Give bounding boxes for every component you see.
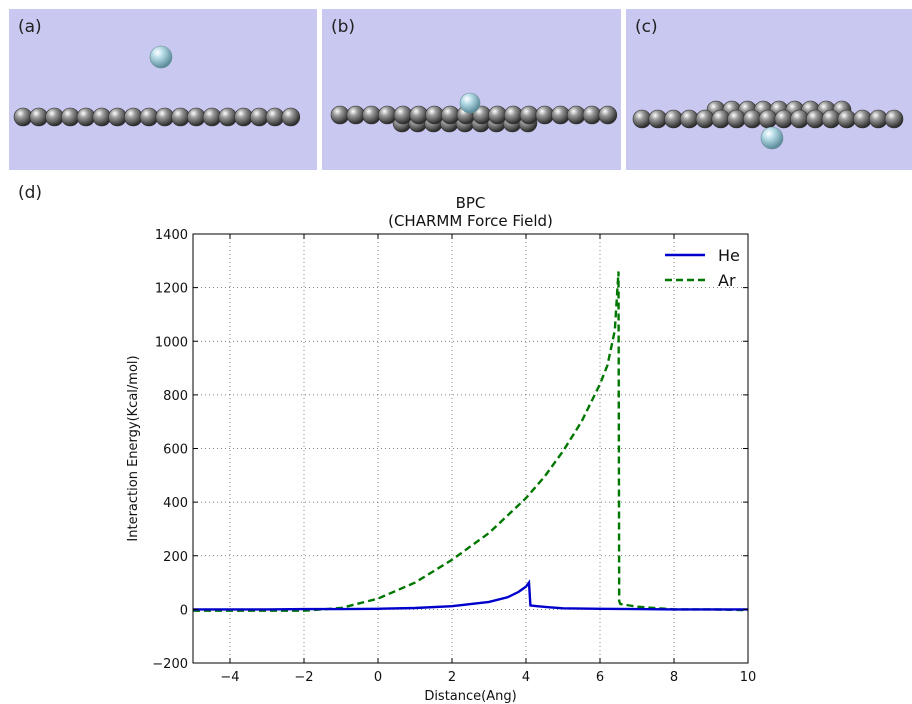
carbon-atom (362, 105, 381, 125)
carbon-atom (567, 105, 586, 125)
carbon-atom (346, 105, 366, 125)
carbon-atom (853, 109, 872, 129)
panel-a-label: (a) (18, 17, 42, 37)
x-tick-label: 8 (670, 670, 678, 685)
carbon-atom (551, 105, 570, 125)
carbon-atom (869, 109, 888, 129)
legend: He Ar (665, 246, 740, 290)
carbon-atom (124, 107, 143, 127)
carbon-atom (790, 109, 809, 129)
carbon-atom (393, 105, 413, 125)
carbon-atom (598, 105, 618, 125)
carbon-atom (648, 109, 668, 129)
carbon-atom (139, 107, 159, 127)
y-tick-label: 800 (163, 389, 188, 404)
legend-label-he: He (718, 246, 740, 265)
x-tick-label: 10 (740, 670, 757, 685)
carbon-atom (92, 107, 112, 127)
x-tick-label: 6 (596, 670, 604, 685)
y-tick-label: 200 (163, 550, 188, 565)
carbon-atom (664, 109, 683, 129)
carbon-atom (108, 107, 127, 127)
carbon-atom (155, 107, 175, 127)
carbon-atom (821, 109, 841, 129)
carbon-atom (187, 107, 206, 127)
panel-a-image: (a) (9, 9, 317, 170)
chart-title: BPC (456, 194, 486, 212)
carbon-atom (281, 107, 301, 127)
carbon-atom (582, 105, 602, 125)
series-line-ar (193, 271, 749, 612)
carbon-atom (711, 109, 731, 129)
carbon-atom (76, 107, 96, 127)
carbon-atom (695, 109, 715, 129)
carbon-atom (13, 107, 33, 127)
panel-b-molecule (330, 92, 618, 133)
y-tick-label: 600 (163, 443, 188, 458)
carbon-atom (378, 105, 397, 125)
carbon-atom (806, 109, 825, 129)
gas-atom (149, 45, 173, 69)
panel-b-image: (b) (322, 9, 621, 170)
carbon-atom (758, 109, 778, 129)
y-tick-label: −200 (152, 657, 188, 672)
ticks: −4 −2 0 2 4 6 8 10 −200 0 200 400 600 800 1000 1200 1400 (152, 228, 756, 685)
carbon-atom (60, 107, 80, 127)
interaction-energy-chart: −4 −2 0 2 4 6 8 10 −200 0 200 400 600 800 1000 1200 1400… (126, 194, 756, 704)
panel-b-label: (b) (331, 17, 356, 37)
y-tick-label: 400 (163, 496, 188, 511)
panel-c-label: (c) (635, 17, 658, 37)
carbon-atom (884, 109, 904, 129)
carbon-atom (441, 105, 460, 125)
panel-c-image: (c) (626, 9, 912, 170)
plot-frame (192, 233, 749, 664)
carbon-atom (45, 107, 64, 127)
y-tick-label: 1000 (155, 335, 188, 350)
carbon-atom (218, 107, 238, 127)
carbon-atom (425, 105, 444, 125)
series-layer (193, 271, 749, 612)
carbon-atom (234, 107, 253, 127)
carbon-atom (679, 109, 699, 129)
y-tick-label: 0 (180, 603, 188, 618)
gas-atom (459, 92, 481, 114)
chart-subtitle: (CHARMM Force Field) (388, 212, 553, 230)
legend-label-ar: Ar (718, 271, 736, 290)
panel-d-label: (d) (18, 183, 43, 203)
carbon-atom (727, 109, 746, 129)
series-line-he (193, 579, 748, 611)
carbon-atom (330, 105, 350, 125)
y-tick-label: 1200 (155, 282, 188, 297)
carbon-atom (774, 109, 794, 129)
carbon-atom (409, 105, 429, 125)
carbon-atom (743, 109, 762, 129)
x-tick-label: 0 (374, 670, 382, 685)
carbon-atom (519, 105, 539, 125)
carbon-atom (488, 105, 507, 125)
carbon-atom (202, 107, 222, 127)
carbon-atom (535, 105, 555, 125)
carbon-atom (171, 107, 190, 127)
carbon-atom (504, 105, 523, 125)
x-tick-label: 4 (522, 670, 530, 685)
x-tick-label: −2 (294, 670, 313, 685)
carbon-atom (632, 109, 652, 129)
y-axis-label: Interaction Energy(Kcal/mol) (126, 355, 141, 541)
x-axis-label: Distance(Ang) (424, 689, 516, 704)
carbon-atom (837, 109, 857, 129)
x-tick-label: 2 (448, 670, 456, 685)
carbon-atom (265, 107, 285, 127)
panel-c-molecule (632, 100, 904, 150)
panel-a-molecule (13, 45, 301, 127)
y-tick-label: 1400 (155, 228, 188, 243)
carbon-atom (250, 107, 269, 127)
x-tick-label: −4 (220, 670, 239, 685)
gas-atom (760, 126, 784, 150)
carbon-atom (29, 107, 49, 127)
grid (193, 233, 749, 664)
